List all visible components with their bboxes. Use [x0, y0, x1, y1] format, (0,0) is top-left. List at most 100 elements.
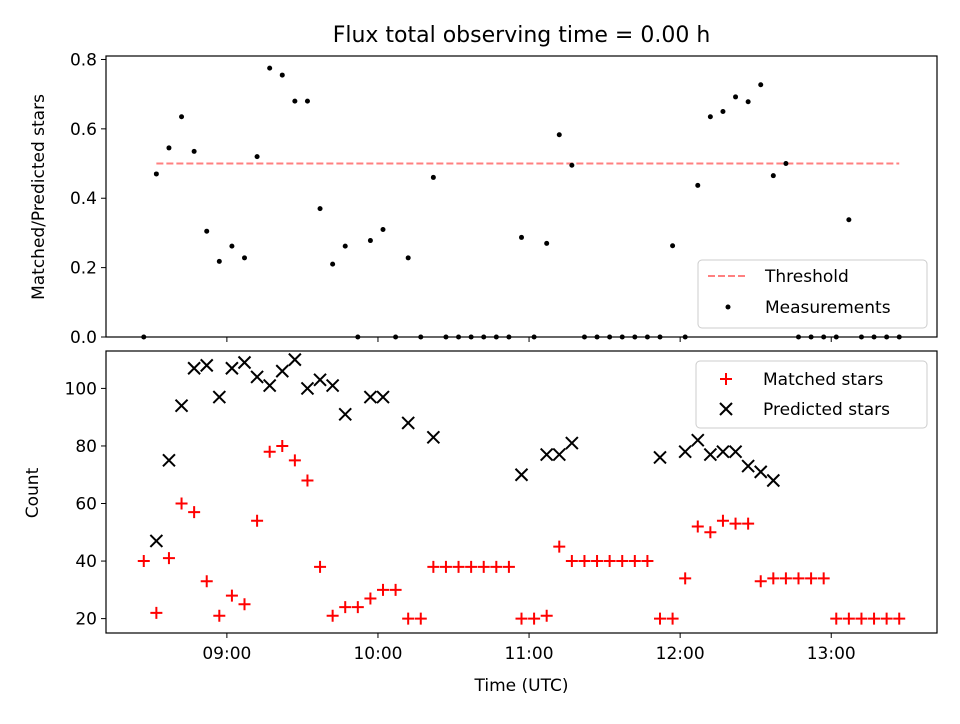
measurement-point	[846, 217, 852, 223]
bottom-y-tick-label: 100	[65, 379, 97, 399]
x-tick-label: 10:00	[353, 644, 402, 664]
predicted-star-point	[716, 445, 730, 459]
top-y-tick-label: 0.4	[70, 189, 97, 209]
predicted-star-point	[149, 534, 164, 548]
x-tick-label: 11:00	[505, 644, 554, 664]
matched-star-point	[414, 612, 427, 625]
matched-star-point	[805, 572, 818, 585]
top-y-axis-label: Matched/Predicted stars	[29, 94, 49, 300]
matched-star-point	[691, 520, 704, 533]
measurement-point	[267, 65, 273, 71]
measurement-point	[670, 243, 676, 249]
matched-star-point	[716, 514, 729, 527]
legend-matched-label: Matched stars	[763, 370, 883, 390]
top-y-ticks: 0.0 0.2 0.4 0.6 0.8	[70, 50, 106, 348]
matched-star-point	[641, 555, 654, 568]
measurement-point	[556, 132, 562, 138]
matched-star-point	[880, 612, 893, 625]
legend-threshold-label: Threshold	[764, 267, 849, 287]
measurement-points	[141, 65, 902, 340]
top-y-tick-label: 0.6	[70, 120, 97, 140]
matched-star-point	[817, 572, 830, 585]
bottom-y-tick-label: 40	[75, 552, 97, 572]
predicted-star-point	[426, 430, 441, 445]
matched-star-point	[150, 606, 163, 619]
predicted-star-point	[162, 453, 176, 468]
matched-star-point	[452, 560, 465, 573]
measurement-point	[317, 206, 323, 212]
matched-star-point	[855, 612, 868, 625]
chart-title: Flux total observing time = 0.00 h	[333, 23, 711, 48]
matched-star-point	[742, 517, 755, 530]
top-x-ticks	[226, 337, 832, 342]
legend-predicted-swatch	[719, 402, 733, 416]
matched-star-point	[377, 583, 389, 596]
matched-star-point	[893, 612, 906, 625]
measurement-point	[330, 261, 336, 267]
predicted-points	[149, 352, 781, 548]
predicted-star-point	[288, 352, 302, 367]
measurement-point	[745, 99, 751, 105]
matched-star-point	[213, 609, 226, 622]
measurement-point	[279, 72, 285, 78]
measurement-point	[342, 243, 348, 249]
measurement-point	[569, 162, 575, 168]
measurement-point	[292, 98, 298, 104]
matched-star-point	[679, 572, 692, 585]
predicted-star-point	[766, 473, 781, 488]
matched-star-point	[553, 540, 566, 553]
predicted-star-point	[187, 361, 201, 375]
x-tick-label: 12:00	[656, 644, 705, 664]
matched-star-point	[263, 445, 276, 458]
matched-star-point	[351, 601, 364, 614]
predicted-star-point	[376, 390, 390, 404]
matched-star-point	[137, 555, 150, 568]
measurement-point	[179, 114, 185, 120]
matched-star-point	[402, 612, 415, 625]
measurement-point	[519, 234, 524, 240]
measurement-point	[216, 258, 222, 264]
measurement-point	[720, 109, 726, 115]
measurement-point	[758, 82, 764, 88]
predicted-star-point	[313, 373, 327, 387]
measurement-point	[367, 238, 373, 244]
predicted-star-point	[237, 355, 252, 370]
matched-star-point	[188, 506, 201, 519]
predicted-star-point	[703, 447, 718, 462]
matched-star-point	[288, 454, 301, 467]
matched-star-point	[779, 572, 792, 585]
matched-star-point	[276, 439, 289, 452]
legend-matched-swatch	[720, 373, 732, 385]
predicted-star-point	[653, 450, 667, 465]
matched-star-point	[704, 526, 717, 539]
measurement-point	[191, 148, 197, 154]
predicted-star-point	[678, 445, 692, 459]
predicted-star-point	[212, 390, 227, 404]
matched-star-point	[326, 609, 339, 622]
matched-star-point	[238, 598, 251, 611]
predicted-star-point	[363, 390, 378, 404]
matched-star-point	[628, 555, 641, 568]
measurement-point	[544, 240, 550, 246]
matched-star-point	[603, 555, 616, 568]
predicted-star-point	[325, 378, 340, 393]
predicted-star-point	[741, 459, 755, 473]
predicted-star-point	[275, 364, 289, 378]
predicted-star-point	[200, 358, 214, 373]
matched-star-point	[225, 589, 238, 602]
x-tick-label: 09:00	[202, 644, 251, 664]
predicted-star-point	[262, 378, 277, 393]
matched-star-point	[666, 612, 679, 625]
predicted-star-point	[250, 370, 264, 384]
legend-measurements-swatch	[725, 304, 731, 310]
measurement-point	[166, 145, 172, 151]
legend-predicted-label: Predicted stars	[763, 400, 890, 420]
measurement-point	[707, 114, 713, 120]
matched-star-point	[792, 572, 805, 585]
x-tick-label: 13:00	[807, 644, 856, 664]
matched-star-point	[767, 572, 780, 585]
matched-star-point	[591, 555, 604, 568]
measurement-point	[242, 255, 247, 261]
legend-measurements-label: Measurements	[765, 298, 891, 318]
